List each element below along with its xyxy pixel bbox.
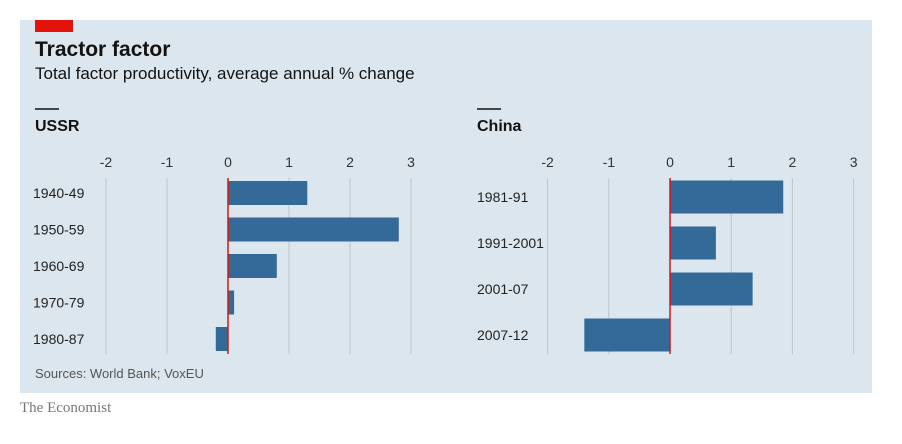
chart-subtitle: Total factor productivity, average annua… xyxy=(35,64,415,83)
bar-1970-79 xyxy=(228,290,235,315)
x-tick-label: 1 xyxy=(285,154,293,170)
x-tick-label: 3 xyxy=(407,154,415,170)
x-tick-label: 2 xyxy=(346,154,354,170)
bar-1991-2001 xyxy=(670,226,716,260)
x-tick-label: 1 xyxy=(727,154,735,170)
x-tick-label: 3 xyxy=(850,154,858,170)
category-label: 2001-07 xyxy=(477,281,529,297)
x-tick-label: -2 xyxy=(100,154,113,170)
bar-1981-91 xyxy=(670,180,784,214)
panel-title: China xyxy=(477,118,522,135)
x-tick-label: -1 xyxy=(161,154,174,170)
category-label: 1950-59 xyxy=(33,222,85,238)
bar-2001-07 xyxy=(670,272,753,306)
category-label: 1991-2001 xyxy=(477,235,544,251)
x-tick-label: 2 xyxy=(789,154,797,170)
x-tick-label: 0 xyxy=(666,154,674,170)
bar-1980-87 xyxy=(215,327,228,351)
publisher-credit: The Economist xyxy=(20,400,112,416)
chart-0: USSR -2 -1 0 1 2 3 1940-49 1950-59 1960-69 1970-79… xyxy=(33,108,415,354)
x-tick-label: -1 xyxy=(603,154,616,170)
bar-1960-69 xyxy=(228,254,277,278)
category-label: 1940-49 xyxy=(33,185,85,201)
bar-1940-49 xyxy=(228,181,308,205)
chart-1: China -2 -1 0 1 2 3 1981-91 1991-2001 2001-07 2007… xyxy=(477,108,858,354)
category-label: 1981-91 xyxy=(477,189,529,205)
brand-tag xyxy=(35,20,73,32)
panel-title: USSR xyxy=(35,118,80,135)
category-label: 1980-87 xyxy=(33,331,85,347)
source-note: Sources: World Bank; VoxEU xyxy=(35,366,204,381)
category-label: 1970-79 xyxy=(33,295,85,311)
category-label: 2007-12 xyxy=(477,327,529,343)
category-label: 1960-69 xyxy=(33,258,85,274)
bar-2007-12 xyxy=(584,318,670,352)
chart-title: Tractor factor xyxy=(35,38,171,61)
bar-1950-59 xyxy=(228,217,399,242)
x-tick-label: -2 xyxy=(541,154,554,170)
x-tick-label: 0 xyxy=(224,154,232,170)
